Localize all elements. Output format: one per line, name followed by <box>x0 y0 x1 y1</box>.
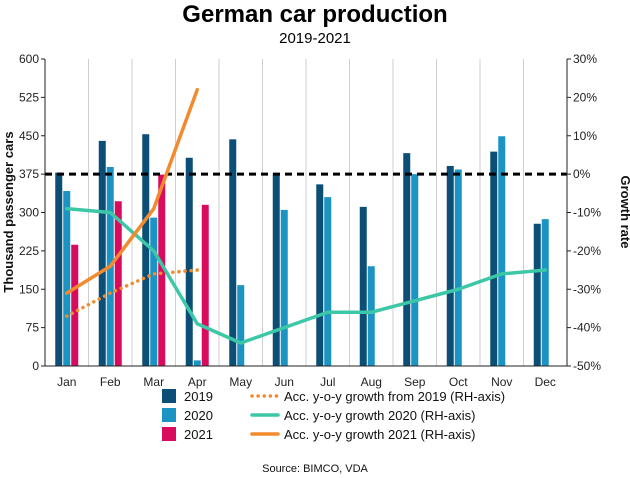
x-axis-ticks: Jan Feb Mar Apr May Jun Jul Aug Sep Oct Nov Dec <box>57 375 556 389</box>
left-tick-label: 525 <box>19 90 39 104</box>
x-tick-label: Sep <box>404 375 426 389</box>
bar-2019-Jun <box>272 173 280 366</box>
right-tick-label: 10% <box>573 129 597 143</box>
line-series-1 <box>65 268 199 318</box>
bar-2019-Nov <box>490 151 498 366</box>
x-tick-label: Feb <box>100 375 121 389</box>
left-tick-label: 0 <box>32 359 39 373</box>
bar-2019-Feb <box>98 140 106 366</box>
bar-2019-Jul <box>316 184 324 366</box>
legend-label: 2019 <box>184 389 213 404</box>
chart-subtitle: 2019-2021 <box>279 30 351 47</box>
bar-2021-Feb <box>114 201 122 366</box>
bar-2021-Apr <box>201 204 209 366</box>
right-tick-label: -30% <box>573 282 601 296</box>
bar-2019-Dec <box>533 223 541 366</box>
bar-2020-Nov <box>498 136 506 366</box>
bar-2020-Jan <box>63 191 71 366</box>
bar-2020-Mar <box>150 217 158 366</box>
bar-2019-Mar <box>142 134 150 366</box>
line-series-2 <box>65 206 547 345</box>
x-tick-label: Mar <box>143 375 164 389</box>
legend-label: 2021 <box>184 427 213 442</box>
bar-2019-Jan <box>55 172 63 366</box>
legend-swatch-2020 <box>162 408 176 422</box>
bar-2019-Aug <box>359 206 367 366</box>
legend-label: Acc. y-o-y growth 2021 (RH-axis) <box>284 427 475 442</box>
bar-2020-Sep <box>411 174 419 366</box>
right-tick-label: -40% <box>573 321 601 335</box>
x-tick-label: Aug <box>361 375 382 389</box>
grid <box>88 59 524 366</box>
right-axis-ticks: -50% -40% -30% -20% -10% 0% 10% 20% 30% <box>567 52 601 373</box>
right-tick-label: -50% <box>573 359 601 373</box>
legend-label: Acc. y-o-y growth 2020 (RH-axis) <box>284 408 475 423</box>
left-tick-label: 150 <box>19 282 39 296</box>
left-axis-ticks: 0 75 150 225 300 375 450 525 600 <box>19 52 45 373</box>
y2-axis-title: Growth rate <box>618 176 630 249</box>
x-tick-label: Nov <box>491 375 512 389</box>
bar-2020-Oct <box>454 169 462 366</box>
right-tick-label: 20% <box>573 90 597 104</box>
bar-2019-Oct <box>446 165 454 366</box>
bar-2020-Jun <box>280 209 288 366</box>
bar-2019-Apr <box>185 157 193 366</box>
bar-2019-May <box>229 139 237 366</box>
right-tick-label: 30% <box>573 52 597 66</box>
legend-label: 2020 <box>184 408 213 423</box>
chart-title: German car production <box>182 1 447 28</box>
bar-2019-Sep <box>403 153 411 366</box>
growth-lines <box>65 87 547 345</box>
bar-2020-Aug <box>367 266 375 366</box>
bar-2020-May <box>237 285 245 366</box>
bar-2021-Mar <box>158 174 166 366</box>
left-tick-label: 600 <box>19 52 39 66</box>
right-tick-label: -20% <box>573 244 601 258</box>
x-tick-label: Jan <box>57 375 76 389</box>
bar-2020-Jul <box>324 197 332 366</box>
left-tick-label: 225 <box>19 244 39 258</box>
legend: 2019 2020 2021 Acc. y-o-y growth from 2019 … <box>162 389 505 442</box>
line-series-3 <box>65 87 199 295</box>
left-tick-label: 450 <box>19 129 39 143</box>
bar-2021-Jan <box>71 244 79 366</box>
x-tick-label: May <box>229 375 252 389</box>
right-tick-label: -10% <box>573 206 601 220</box>
left-tick-label: 75 <box>26 321 40 335</box>
x-tick-label: Jun <box>275 375 294 389</box>
x-tick-label: Oct <box>449 375 468 389</box>
left-tick-label: 300 <box>19 206 39 220</box>
source-note: Source: BIMCO, VDA <box>262 463 368 475</box>
bar-2020-Apr <box>193 360 201 366</box>
legend-swatch-2019 <box>162 389 176 403</box>
bar-2020-Dec <box>541 219 549 366</box>
left-tick-label: 375 <box>19 167 39 181</box>
x-tick-label: Dec <box>535 375 556 389</box>
right-tick-label: 0% <box>573 167 591 181</box>
bars <box>55 134 549 366</box>
x-tick-label: Apr <box>188 375 207 389</box>
legend-label: Acc. y-o-y growth from 2019 (RH-axis) <box>284 389 505 404</box>
legend-swatch-2021 <box>162 427 176 441</box>
y-axis-title: Thousand passenger cars <box>1 131 16 292</box>
x-tick-label: Jul <box>320 375 335 389</box>
